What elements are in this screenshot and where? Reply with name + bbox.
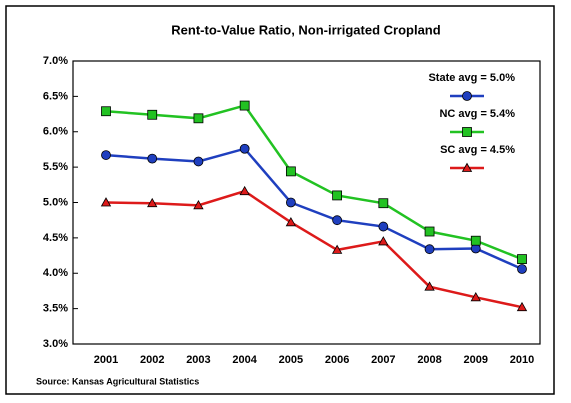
x-tick-label: 2006: [325, 354, 349, 366]
marker: [332, 215, 343, 226]
legend-label: State avg = 5.0%: [428, 72, 515, 84]
marker: [285, 166, 296, 177]
marker: [100, 197, 112, 207]
x-tick-label: 2003: [186, 354, 210, 366]
marker: [517, 254, 527, 265]
y-tick-label: 3.0%: [43, 338, 68, 350]
marker: [424, 281, 435, 291]
marker: [239, 143, 250, 154]
x-tick-label: 2008: [417, 354, 441, 366]
x-tick-label: 2010: [510, 354, 534, 366]
legend-marker: [462, 91, 472, 101]
legend-marker: [461, 162, 473, 172]
x-tick-label: 2007: [371, 354, 395, 366]
legend-marker: [462, 127, 472, 137]
marker: [239, 100, 250, 111]
marker: [470, 235, 481, 246]
marker: [424, 226, 435, 237]
x-tick-label: 2001: [94, 354, 118, 366]
y-tick-label: 6.5%: [43, 90, 68, 102]
y-tick-label: 4.5%: [43, 232, 68, 244]
y-tick-label: 5.5%: [43, 161, 68, 173]
marker: [147, 109, 158, 120]
x-tick-label: 2009: [464, 354, 488, 366]
x-tick-label: 2004: [232, 354, 257, 366]
frame: [5, 5, 555, 395]
legend-label: SC avg = 4.5%: [440, 144, 515, 156]
y-tick-label: 7.0%: [43, 55, 68, 67]
marker: [147, 197, 158, 208]
x-tick-label: 2002: [140, 354, 164, 366]
y-tick-label: 4.0%: [43, 267, 68, 279]
marker: [470, 291, 481, 302]
marker: [331, 244, 343, 254]
marker: [285, 197, 296, 208]
source-note: Source: Kansas Agricultural Statistics: [36, 376, 199, 386]
series-line: [105, 104, 523, 261]
marker: [193, 113, 204, 124]
y-tick-label: 5.0%: [43, 196, 68, 208]
marker: [285, 216, 297, 227]
marker: [378, 198, 389, 209]
marker: [239, 185, 250, 196]
marker: [101, 106, 111, 117]
y-tick-label: 3.5%: [43, 303, 68, 315]
marker: [193, 200, 204, 210]
marker: [516, 301, 528, 312]
y-tick-label: 6.0%: [43, 126, 68, 138]
marker: [193, 156, 204, 167]
x-tick-label: 2005: [279, 354, 303, 366]
marker: [517, 264, 527, 274]
marker: [147, 153, 158, 164]
legend-label: NC avg = 5.4%: [439, 108, 515, 120]
marker: [332, 190, 343, 201]
marker: [378, 236, 389, 246]
series-line: [105, 147, 523, 271]
marker: [378, 221, 389, 232]
marker: [424, 244, 435, 255]
chart-title: Rent-to-Value Ratio, Non-irrigated Cropl…: [171, 22, 440, 37]
series-line: [105, 189, 523, 309]
marker: [101, 150, 111, 160]
